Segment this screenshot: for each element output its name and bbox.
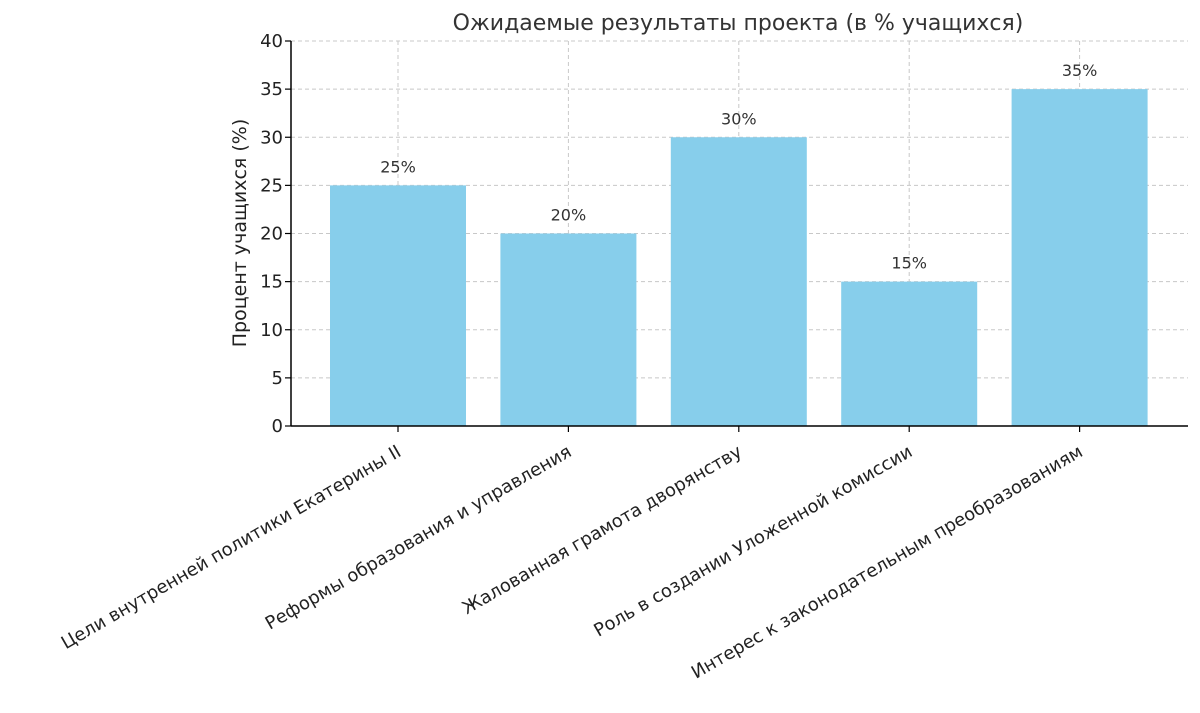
bar	[500, 233, 637, 426]
x-tick-label: Реформы образования и управления	[262, 441, 575, 634]
y-tick-label: 15	[260, 272, 283, 293]
data-label: 20%	[551, 206, 587, 225]
data-label: 30%	[721, 109, 757, 128]
x-tick-label: Цели внутренней политики Екатерины II	[58, 441, 405, 654]
x-tick-label: Жалованная грамота дворянству	[459, 441, 746, 619]
data-labels: 25% 20% 30% 15% 35%	[380, 61, 1097, 273]
chart-title: Ожидаемые результаты проекта (в % учащих…	[453, 11, 1024, 36]
y-ticks: 0 5 10 15 20 25 30 35 40	[260, 31, 291, 437]
data-label: 25%	[380, 157, 416, 176]
x-tick-label: Интерес к законодательным преобразования…	[688, 441, 1087, 683]
bar	[841, 281, 978, 426]
y-tick-label: 40	[260, 31, 283, 52]
y-tick-label: 5	[272, 368, 283, 389]
bars-group	[330, 89, 1148, 426]
data-label: 35%	[1062, 61, 1098, 80]
y-tick-label: 35	[260, 79, 283, 100]
bar	[670, 137, 807, 426]
y-tick-label: 25	[260, 175, 283, 196]
y-axis-label: Процент учащихся (%)	[229, 119, 251, 348]
y-tick-label: 20	[260, 224, 283, 245]
y-tick-label: 10	[260, 320, 283, 341]
x-tick-label: Роль в создании Уложенной комиссии	[590, 441, 916, 641]
x-tick-labels: Цели внутренней политики Екатерины IIРеф…	[58, 426, 1087, 683]
bar	[330, 185, 466, 426]
y-tick-label: 0	[272, 416, 283, 437]
data-label: 15%	[891, 254, 927, 273]
y-tick-label: 30	[260, 127, 283, 148]
bar	[1011, 89, 1148, 426]
